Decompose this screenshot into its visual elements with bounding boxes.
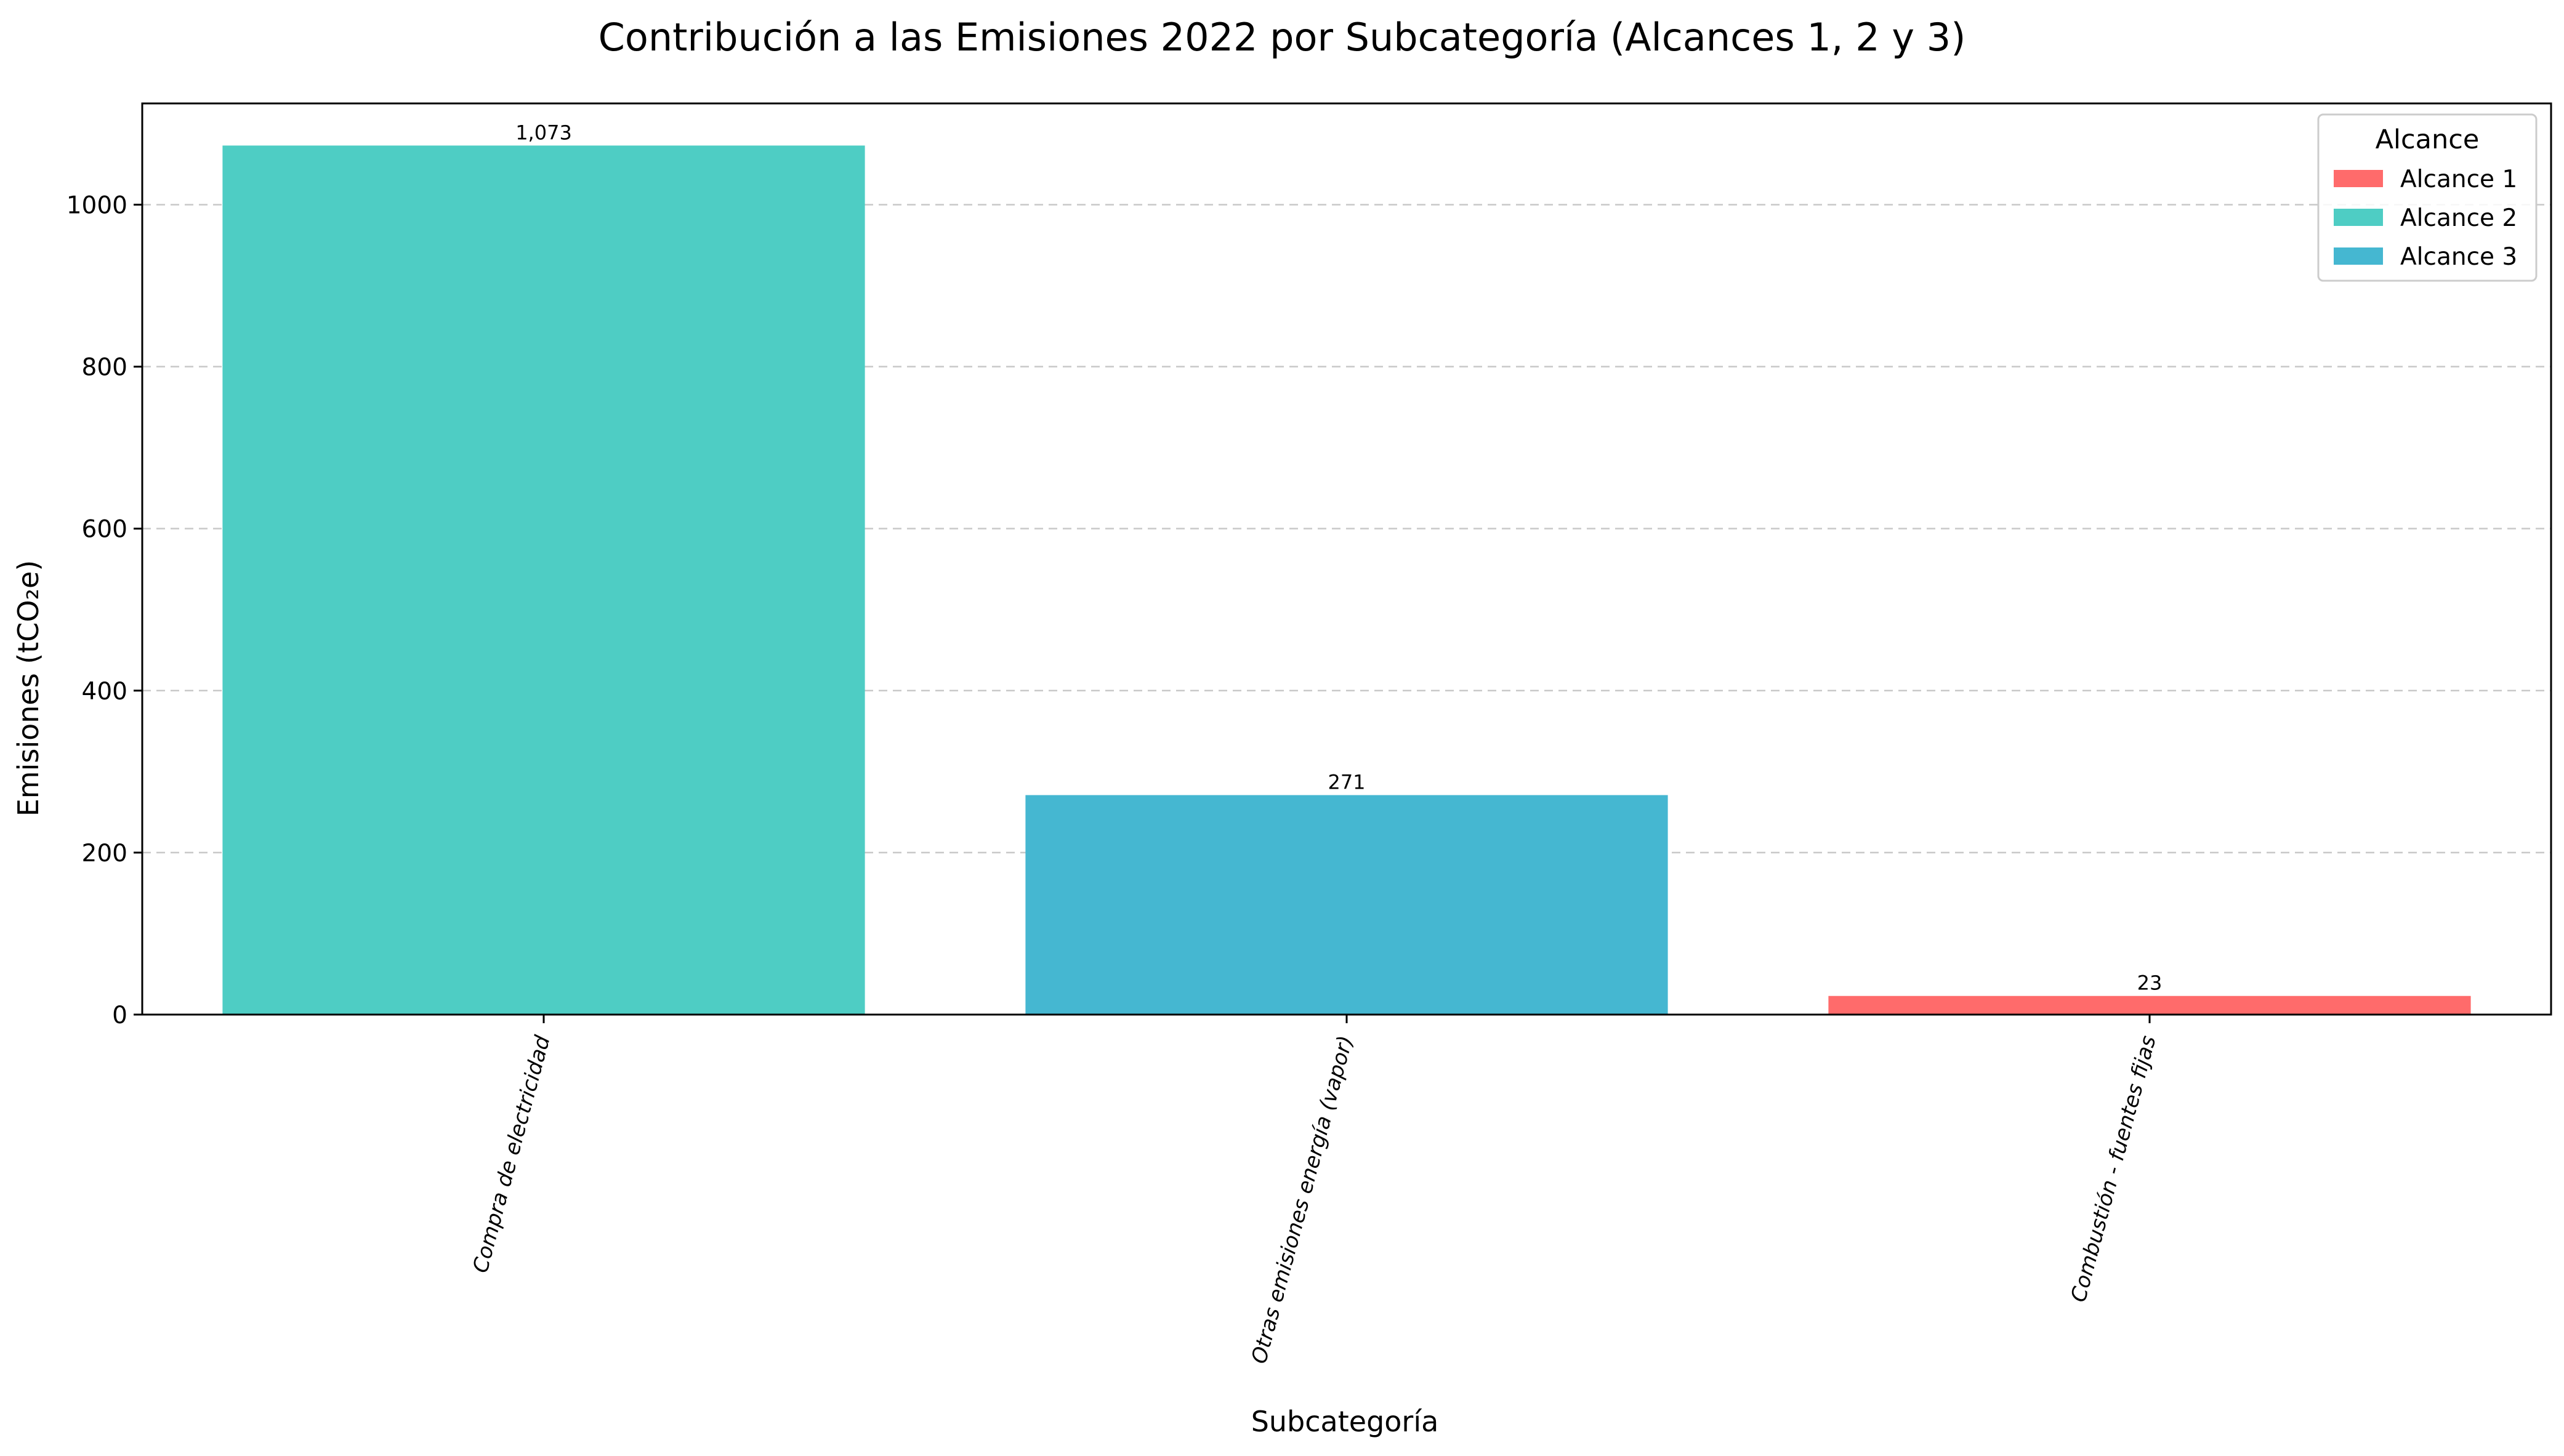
y-tick-label: 200	[82, 840, 127, 867]
y-axis-ticks: 0 200 400 600 800 1000	[67, 191, 142, 1029]
legend-label: Alcance 2	[2400, 204, 2517, 232]
legend-entries: Alcance 1 Alcance 2 Alcance 3	[2334, 166, 2517, 271]
bar	[1025, 795, 1668, 1015]
bar-value-label: 23	[2137, 971, 2163, 995]
bar-value-labels: 1,073 271 23	[515, 121, 2162, 994]
y-tick-label: 600	[82, 516, 127, 544]
y-tick-label: 1000	[67, 191, 127, 219]
y-tick-label: 800	[82, 354, 127, 382]
y-tick-label: 400	[82, 678, 127, 706]
legend: Alcance Alcance 1 Alcance 2 Alcance 3	[2317, 113, 2538, 282]
bars	[222, 145, 2471, 1015]
x-tick-label: Combustión - fuentes fijas	[2066, 1033, 2161, 1305]
legend-swatch	[2334, 209, 2383, 226]
legend-label: Alcance 1	[2400, 166, 2517, 193]
legend-swatch	[2334, 170, 2383, 187]
x-tick-label: Compra de electricidad	[468, 1033, 555, 1276]
legend-frame	[2317, 113, 2538, 282]
y-axis-label: Emisiones (tCO₂e)	[12, 560, 45, 817]
legend-title: Alcance	[2376, 124, 2480, 155]
bar	[1828, 995, 2471, 1015]
bar	[222, 145, 865, 1015]
legend-swatch	[2334, 247, 2383, 265]
chart-title: Contribución a las Emisiones 2022 por Su…	[599, 15, 1966, 60]
plot-area: 1,073 271 23 0 200 400 600 800 1000 Compra de e…	[67, 102, 2552, 1366]
legend-label: Alcance 3	[2400, 243, 2517, 271]
bar-value-label: 1,073	[515, 121, 572, 144]
x-tick-label: Otras emisiones energía (vapor)	[1247, 1033, 1358, 1366]
y-tick-label: 0	[112, 1002, 127, 1029]
x-axis-label: Subcategoría	[1251, 1405, 1439, 1438]
bar-value-label: 271	[1328, 770, 1365, 794]
x-axis-ticks: Compra de electricidad Otras emisiones en…	[468, 1015, 2161, 1366]
